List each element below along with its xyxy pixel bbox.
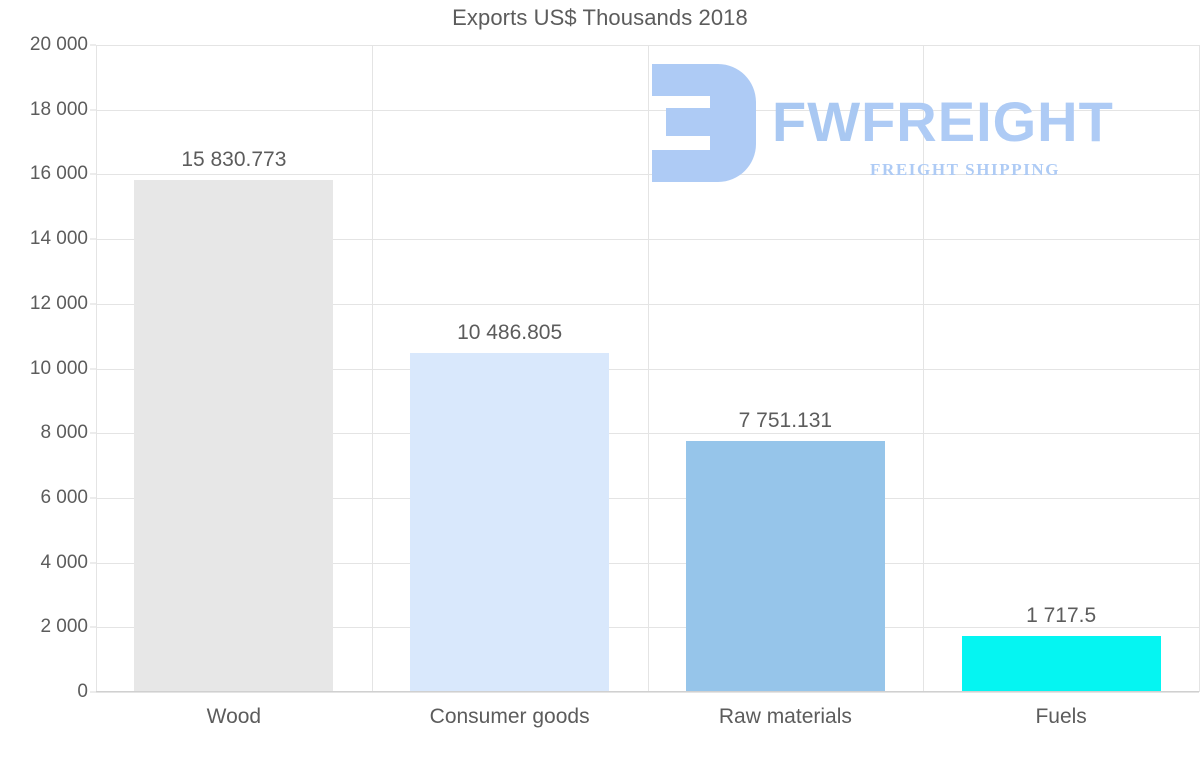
x-tick-label-raw-materials: Raw materials <box>718 705 852 728</box>
bar-value-label: 7 751.131 <box>738 409 833 433</box>
y-tick-label: 2 000 <box>40 616 88 638</box>
y-tick-mark <box>90 562 96 564</box>
gridline-horizontal <box>96 303 1199 305</box>
y-tick-label: 20 000 <box>29 34 88 55</box>
y-tick-label: 6 000 <box>40 486 88 508</box>
y-tick-mark <box>90 691 96 693</box>
y-tick-mark <box>90 238 96 240</box>
y-tick-label: 10 000 <box>29 357 88 379</box>
gridline-horizontal <box>96 368 1199 370</box>
gridline-horizontal <box>96 109 1199 111</box>
bar-consumer-goods[interactable] <box>410 352 610 692</box>
y-tick-label: 18 000 <box>29 98 88 120</box>
x-axis-line <box>96 691 1199 692</box>
y-tick-label: 16 000 <box>29 163 88 185</box>
bar-wood[interactable] <box>134 179 334 692</box>
x-tick-label-fuels: Fuels <box>1035 705 1087 728</box>
gridline-vertical <box>648 45 649 692</box>
gridline-horizontal <box>96 174 1199 176</box>
y-tick-mark <box>90 173 96 175</box>
y-tick-mark <box>90 626 96 628</box>
y-tick-label: 4 000 <box>40 551 88 573</box>
gridline-horizontal <box>96 239 1199 241</box>
y-tick-mark <box>90 432 96 434</box>
gridline-horizontal <box>96 433 1199 435</box>
bar-fuels[interactable] <box>961 636 1161 692</box>
y-tick-mark <box>90 368 96 369</box>
chart-title: Exports US$ Thousands 2018 <box>452 5 748 30</box>
plot-area <box>96 45 1200 693</box>
gridline-horizontal <box>96 692 1199 693</box>
bar-raw-materials[interactable] <box>685 441 885 692</box>
gridline-vertical <box>923 45 924 692</box>
gridline-horizontal <box>96 497 1199 499</box>
x-tick-label-wood: Wood <box>206 705 262 728</box>
y-tick-mark <box>90 497 96 499</box>
y-tick-mark <box>90 44 96 46</box>
y-tick-label: 8 000 <box>40 422 88 444</box>
y-tick-label: 0 <box>77 681 88 702</box>
y-tick-label: 12 000 <box>29 292 88 314</box>
bar-value-label: 15 830.773 <box>181 147 287 171</box>
y-tick-label: 14 000 <box>29 228 88 250</box>
y-tick-mark <box>90 303 96 305</box>
x-tick-label-consumer-goods: Consumer goods <box>429 705 590 728</box>
y-tick-mark <box>90 109 96 111</box>
bar-value-label: 1 717.5 <box>1026 604 1097 628</box>
gridline-vertical <box>96 45 97 692</box>
gridline-horizontal <box>96 627 1199 629</box>
gridline-vertical <box>372 45 373 692</box>
bar-value-label: 10 486.805 <box>457 320 563 344</box>
gridline-horizontal <box>96 45 1199 46</box>
gridline-horizontal <box>96 562 1199 564</box>
